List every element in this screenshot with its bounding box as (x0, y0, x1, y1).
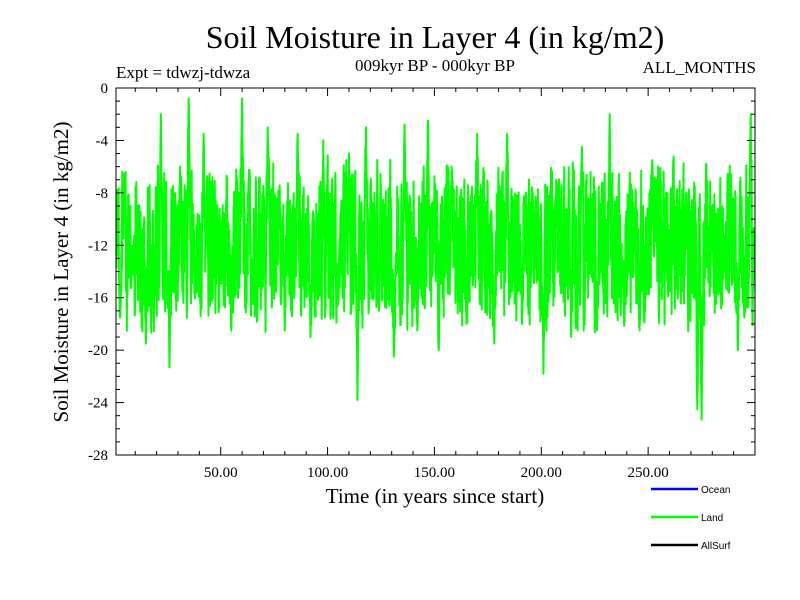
legend-label-ocean: Ocean (701, 485, 730, 496)
y-tick-label: -16 (88, 291, 108, 307)
legend-label-land: Land (701, 513, 723, 524)
y-tick-label: -4 (96, 133, 109, 149)
x-axis-label: Time (in years since start) (326, 484, 545, 508)
months-label: ALL_MONTHS (643, 58, 756, 77)
legend-label-allsurf: AllSurf (701, 541, 731, 552)
y-tick-label: -24 (88, 396, 108, 412)
x-tick-label: 100.00 (307, 465, 348, 481)
legend: Ocean Land AllSurf (651, 485, 731, 552)
y-tick-label: -12 (88, 238, 108, 254)
axis-ticks: 50.00 100.00 150.00 200.00 250.00 0 -4 -8 -12 -16… (88, 81, 755, 481)
x-tick-label: 50.00 (204, 465, 238, 481)
series-line-land (116, 97, 755, 421)
y-tick-label: -8 (96, 186, 109, 202)
chart-title: Soil Moisture in Layer 4 (in kg/m2) (206, 19, 665, 55)
x-tick-label: 250.00 (628, 465, 669, 481)
y-axis-label: Soil Moisture in Layer 4 (in kg/m2) (49, 122, 73, 423)
y-tick-label: -20 (88, 343, 108, 359)
experiment-label: Expt = tdwzj-tdwza (116, 63, 251, 82)
series-layer (116, 97, 755, 421)
y-tick-label: -28 (88, 448, 108, 464)
plot-area (116, 97, 755, 421)
x-tick-label: 200.00 (521, 465, 562, 481)
y-tick-label: 0 (101, 81, 109, 97)
period-label: 009kyr BP - 000kyr BP (355, 56, 515, 75)
x-tick-label: 150.00 (414, 465, 455, 481)
